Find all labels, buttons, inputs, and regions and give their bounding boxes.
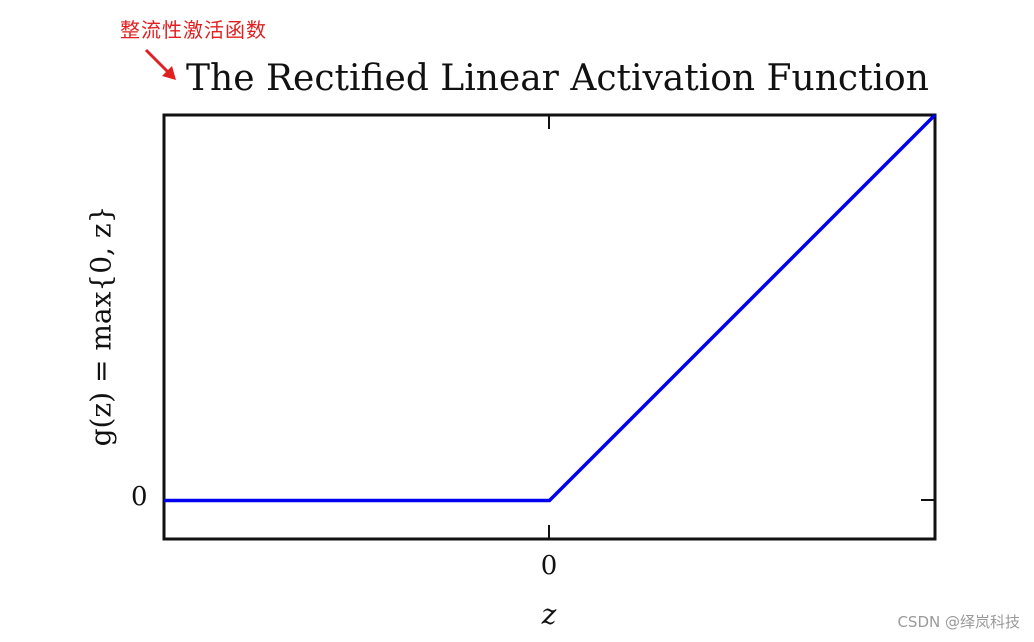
annotation-arrow-icon bbox=[144, 48, 176, 80]
watermark: CSDN @绎岚科技 bbox=[897, 613, 1020, 631]
plot-frame bbox=[162, 113, 937, 541]
x-tick-label-0: 0 bbox=[540, 551, 558, 581]
y-axis-label: g(z) = max{0, z} bbox=[84, 205, 118, 447]
y-tick-label-0: 0 bbox=[131, 482, 148, 512]
x-axis-label: z bbox=[541, 598, 557, 631]
annotation-label: 整流性激活函数 bbox=[120, 18, 267, 42]
relu-series-line bbox=[164, 113, 937, 503]
chart-title: The Rectified Linear Activation Function bbox=[186, 58, 929, 99]
